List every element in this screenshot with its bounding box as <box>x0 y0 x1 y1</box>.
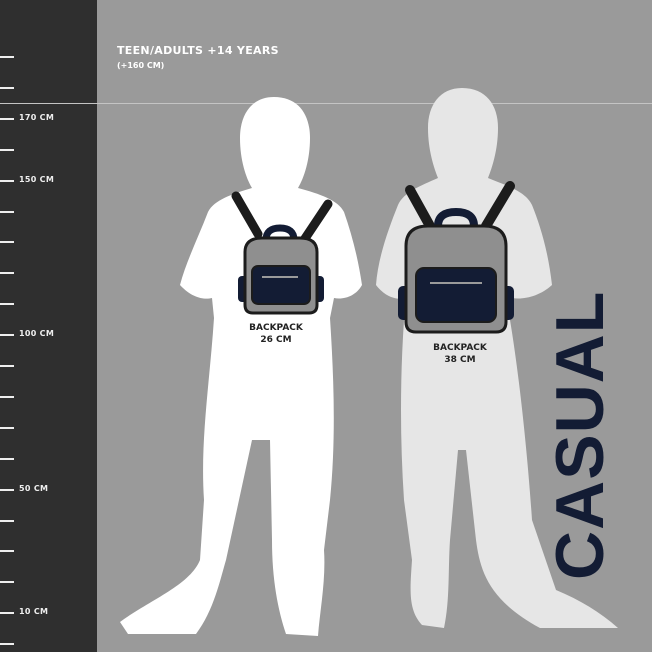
ruler-tick <box>0 86 14 89</box>
ruler-tick <box>0 612 14 615</box>
ruler-tick <box>0 488 14 491</box>
ruler-tick <box>0 210 14 213</box>
backpack-38cm-illustration <box>398 181 515 334</box>
figure-silhouette-left <box>120 97 362 636</box>
backpack-size: 38 CM <box>444 355 476 365</box>
ruler-tick <box>0 117 14 120</box>
backpack-26cm-label: BACKPACK 26 CM <box>236 322 316 346</box>
ruler-tick <box>0 241 14 244</box>
ruler-label: 10 CM <box>19 606 49 616</box>
ruler-tick <box>0 519 14 522</box>
ruler-tick <box>0 148 14 151</box>
ruler-tick <box>0 643 14 646</box>
ruler-label: 50 CM <box>19 483 49 493</box>
ruler-tick <box>0 272 14 275</box>
ruler-label: 150 CM <box>19 174 55 184</box>
page-title: TEEN/ADULTS +14 YEARS <box>117 44 279 57</box>
category-label: CASUAL <box>542 290 618 580</box>
ruler-tick <box>0 426 14 429</box>
backpack-name: BACKPACK <box>249 323 303 333</box>
page-subtitle: (+160 CM) <box>117 61 165 70</box>
ruler-tick <box>0 303 14 306</box>
backpack-38cm-label: BACKPACK 38 CM <box>420 342 500 366</box>
height-reference-line <box>0 103 652 104</box>
ruler-tick <box>0 179 14 182</box>
ruler-tick <box>0 395 14 398</box>
backpack-name: BACKPACK <box>433 343 487 353</box>
ruler-tick <box>0 550 14 553</box>
backpack-26cm-illustration <box>231 191 333 315</box>
backpack-size: 26 CM <box>260 335 292 345</box>
height-ruler: 170 CM 150 CM 100 CM 50 CM 10 CM <box>0 0 97 652</box>
ruler-tick <box>0 457 14 460</box>
ruler-tick <box>0 334 14 337</box>
ruler-tick <box>0 581 14 584</box>
ruler-label: 170 CM <box>19 112 55 122</box>
ruler-label: 100 CM <box>19 328 55 338</box>
ruler-tick <box>0 365 14 367</box>
ruler-tick <box>0 56 14 58</box>
